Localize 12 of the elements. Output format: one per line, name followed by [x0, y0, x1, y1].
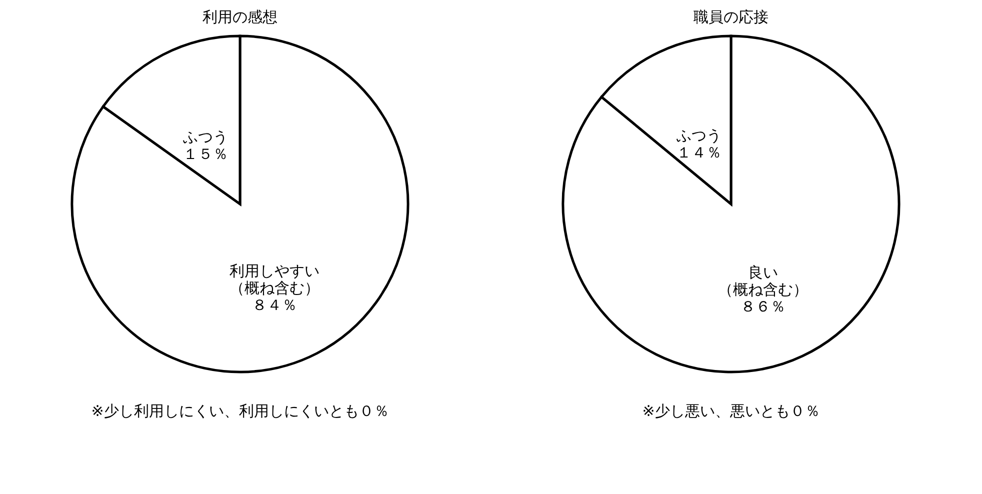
slice-label: 良い（概ね含む） [718, 263, 808, 298]
data-label: １４％ [676, 144, 722, 162]
text: ※少し利用しにくい、利用しにくいとも０％ [91, 402, 389, 420]
slice-label: ふつう [675, 126, 722, 145]
data-label: ８６％ [740, 297, 786, 316]
chart-title: 職員の応接 [694, 8, 768, 26]
slice-label: 利用しやすい（概ね含む） [230, 262, 320, 298]
text: ※少し悪い、悪いとも０％ [642, 402, 820, 420]
chart-title: 利用の感想 [202, 8, 278, 26]
data-label: ８４％ [252, 296, 298, 314]
slice-label: ふつう [182, 128, 228, 146]
data-label: １５％ [182, 144, 228, 163]
